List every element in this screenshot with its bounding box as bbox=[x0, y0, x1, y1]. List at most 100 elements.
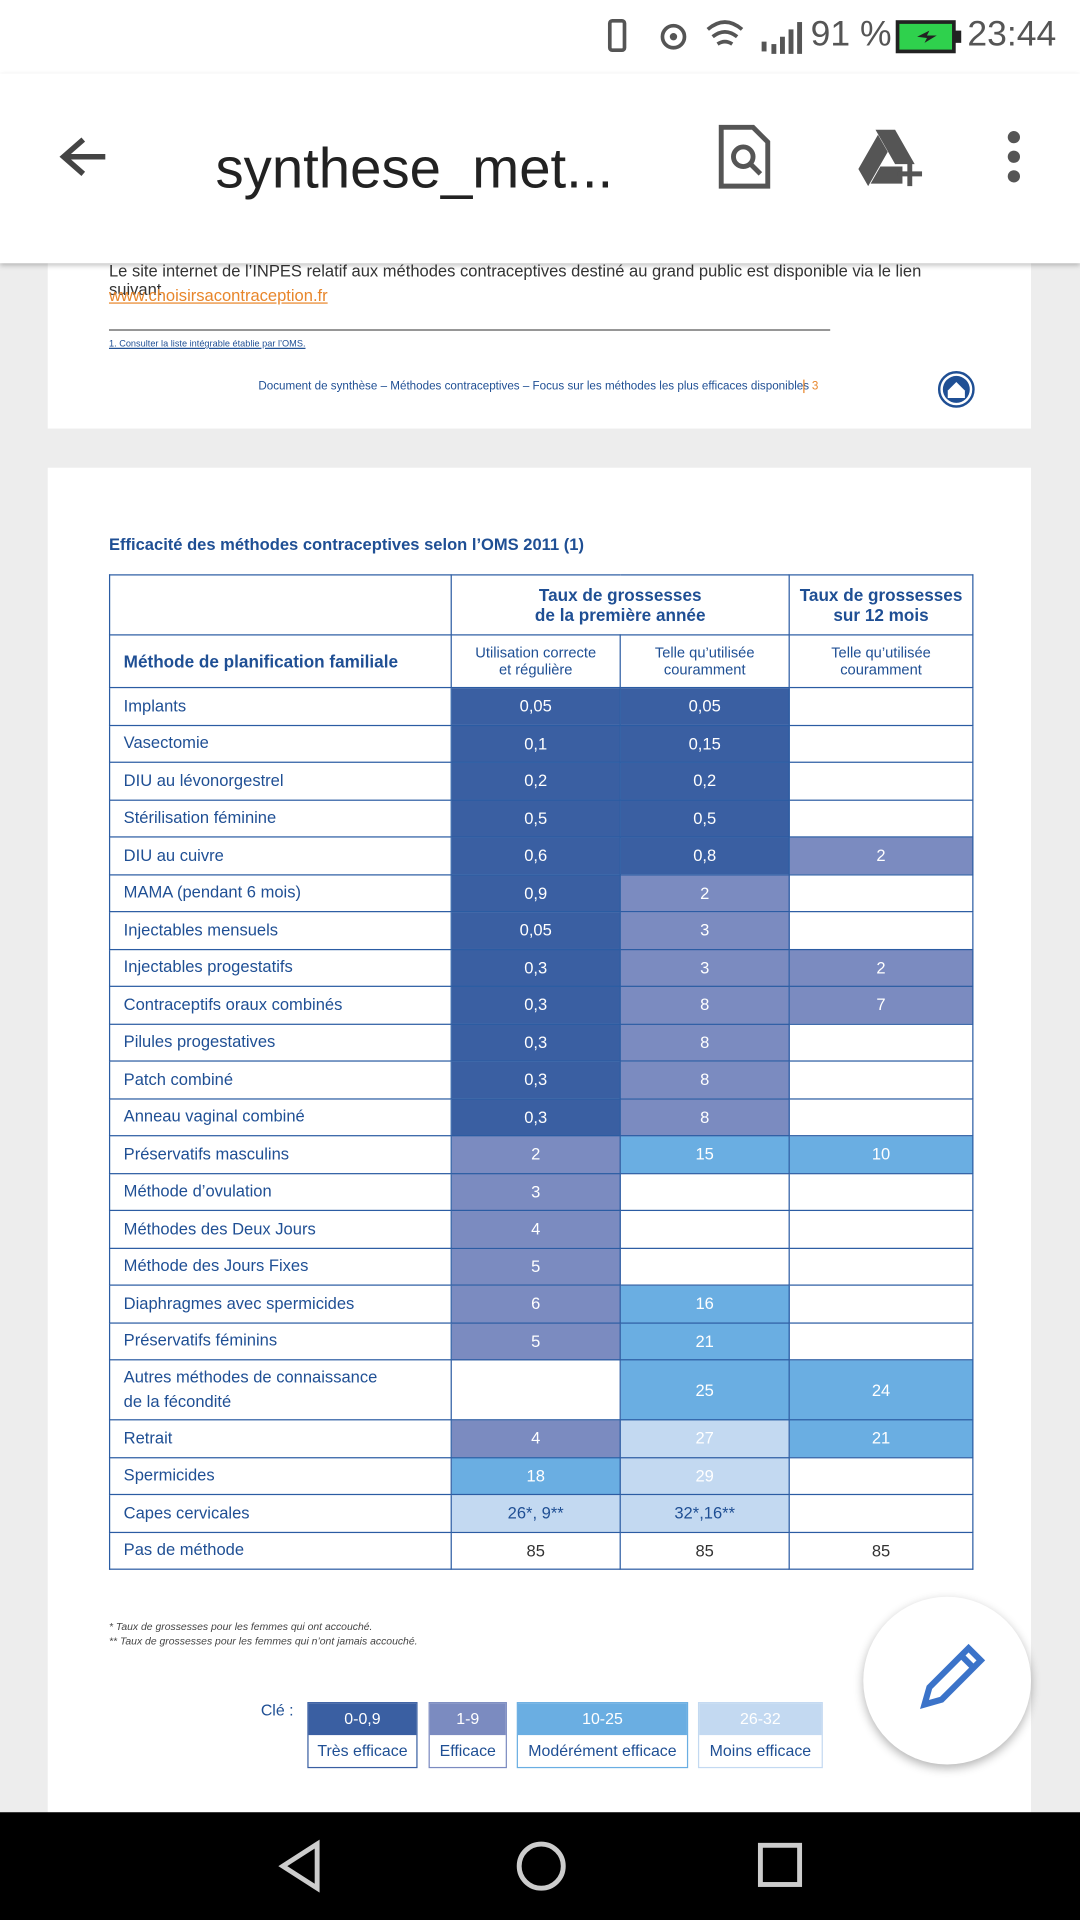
table-row: Contraceptifs oraux combinés 0,3 8 7 bbox=[108, 985, 974, 1025]
method-name: Stérilisation féminine bbox=[108, 798, 452, 838]
table-row: Autres méthodes de connaissance de la fé… bbox=[108, 1359, 974, 1421]
rate-cell: 85 bbox=[619, 1531, 790, 1570]
key-range: 1-9 bbox=[429, 1703, 506, 1736]
method-name: DIU au cuivre bbox=[108, 836, 452, 875]
link[interactable]: www.choisirsacontraception.fr bbox=[108, 286, 328, 305]
rate-cell: 4 bbox=[450, 1419, 621, 1458]
battery-percent: 91 % bbox=[810, 14, 892, 54]
edit-button[interactable] bbox=[863, 1596, 1032, 1765]
empty-cell bbox=[788, 911, 974, 950]
method-name: Diaphragmes avec spermicides bbox=[108, 1284, 452, 1324]
method-name: Implants bbox=[108, 686, 452, 726]
table-row: Méthode d’ovulation 3 bbox=[108, 1172, 974, 1212]
method-name: Retrait bbox=[108, 1419, 452, 1458]
rate-cell: 16 bbox=[619, 1284, 790, 1324]
rate-cell: 18 bbox=[450, 1456, 621, 1496]
rate-cell: 2 bbox=[788, 836, 974, 875]
clock: 23:44 bbox=[967, 14, 1057, 54]
empty-cell bbox=[788, 1097, 974, 1137]
table-row: Implants 0,05 0,05 bbox=[108, 686, 974, 726]
nav-back[interactable] bbox=[276, 1839, 325, 1893]
key-text: Efficace bbox=[439, 1741, 496, 1760]
battery-icon bbox=[895, 20, 962, 54]
rate-cell: 32*,16** bbox=[619, 1493, 790, 1533]
method-name: DIU au lévonorgestrel bbox=[108, 761, 452, 801]
sub-header: Telle qu’utilisée couramment bbox=[788, 634, 974, 689]
table-footnote: * Taux de grossesses pour les femmes qui… bbox=[108, 1620, 373, 1633]
empty-cell bbox=[788, 873, 974, 913]
back-button[interactable] bbox=[54, 130, 113, 189]
rate-cell: 29 bbox=[619, 1456, 790, 1496]
nav-recents[interactable] bbox=[757, 1842, 806, 1891]
key-item: 26-32 Moins efficace bbox=[697, 1702, 823, 1769]
status-icons bbox=[607, 18, 767, 53]
drive-add-button[interactable] bbox=[853, 125, 926, 189]
empty-cell bbox=[788, 1023, 974, 1062]
rate-cell: 2 bbox=[788, 948, 974, 987]
rate-cell: 0,5 bbox=[619, 798, 790, 838]
method-name: Vasectomie bbox=[108, 724, 452, 763]
rate-cell: 7 bbox=[788, 985, 974, 1025]
empty-cell bbox=[788, 1456, 974, 1496]
page-previous: Le site internet de l’INPES relatif aux … bbox=[47, 244, 1032, 429]
nav-home[interactable] bbox=[514, 1839, 568, 1893]
signal-icon bbox=[771, 22, 803, 54]
table-row: Stérilisation féminine 0,5 0,5 bbox=[108, 798, 974, 838]
rate-cell: 0,8 bbox=[619, 836, 790, 875]
rate-cell: 0,9 bbox=[450, 873, 621, 913]
table-row: Vasectomie 0,1 0,15 bbox=[108, 724, 974, 763]
table-title: Efficacité des méthodes contraceptives s… bbox=[108, 535, 584, 554]
empty-cell bbox=[788, 798, 974, 838]
rate-cell: 4 bbox=[450, 1209, 621, 1249]
rate-cell: 0,3 bbox=[450, 985, 621, 1025]
table-row: Méthodes des Deux Jours 4 bbox=[108, 1209, 974, 1249]
header-empty bbox=[108, 574, 452, 636]
footnote: 1. Consulter la liste intégrable établie… bbox=[108, 337, 306, 349]
rate-cell: 3 bbox=[450, 1172, 621, 1212]
rate-cell: 0,6 bbox=[450, 836, 621, 875]
rate-cell: 8 bbox=[619, 1097, 790, 1137]
method-name: Autres méthodes de connaissance de la fé… bbox=[108, 1359, 452, 1421]
rate-cell: 85 bbox=[450, 1531, 621, 1570]
method-name: Spermicides bbox=[108, 1456, 452, 1496]
rate-cell: 0,2 bbox=[619, 761, 790, 801]
empty-cell bbox=[788, 1493, 974, 1533]
more-button[interactable] bbox=[999, 127, 1028, 188]
group-header: Taux de grossesses sur 12 mois bbox=[788, 574, 974, 636]
table-row: Anneau vaginal combiné 0,3 8 bbox=[108, 1097, 974, 1137]
table-row: Méthode des Jours Fixes 5 bbox=[108, 1247, 974, 1286]
method-name: Injectables progestatifs bbox=[108, 948, 452, 987]
sub-header: Utilisation correcte et régulière bbox=[450, 634, 621, 689]
key-label: Clé : bbox=[260, 1700, 294, 1720]
method-name: Préservatifs masculins bbox=[108, 1135, 452, 1174]
rate-cell: 15 bbox=[619, 1135, 790, 1174]
empty-cell bbox=[788, 686, 974, 726]
method-name: Méthodes des Deux Jours bbox=[108, 1209, 452, 1249]
method-name: Méthode d’ovulation bbox=[108, 1172, 452, 1212]
sub-header: Telle qu’utilisée couramment bbox=[619, 634, 790, 689]
rate-cell: 0,05 bbox=[619, 686, 790, 726]
empty-cell bbox=[619, 1172, 790, 1212]
rate-cell: 6 bbox=[450, 1284, 621, 1324]
table-row: Injectables mensuels 0,05 3 bbox=[108, 911, 974, 950]
rate-cell: 0,15 bbox=[619, 724, 790, 763]
rate-cell: 3 bbox=[619, 948, 790, 987]
key-text: Moins efficace bbox=[709, 1741, 812, 1760]
rate-cell: 21 bbox=[619, 1321, 790, 1361]
group-header: Taux de grossesses de la première année bbox=[450, 574, 790, 636]
home-button[interactable] bbox=[937, 370, 976, 409]
rate-cell: 0,2 bbox=[450, 761, 621, 801]
empty-cell bbox=[788, 1321, 974, 1361]
key-range: 0-0,9 bbox=[308, 1703, 417, 1736]
table-row: Capes cervicales 26*, 9** 32*,16** bbox=[108, 1493, 974, 1533]
search-document-button[interactable] bbox=[716, 122, 772, 191]
table-row: Injectables progestatifs 0,3 3 2 bbox=[108, 948, 974, 987]
table-row: MAMA (pendant 6 mois) 0,9 2 bbox=[108, 873, 974, 913]
table-row: Préservatifs féminins 5 21 bbox=[108, 1321, 974, 1361]
efficacy-table: Taux de grossesses de la première année T… bbox=[108, 574, 974, 1570]
empty-cell bbox=[788, 1172, 974, 1212]
key-range: 10-25 bbox=[517, 1703, 687, 1736]
empty-cell bbox=[788, 1060, 974, 1099]
